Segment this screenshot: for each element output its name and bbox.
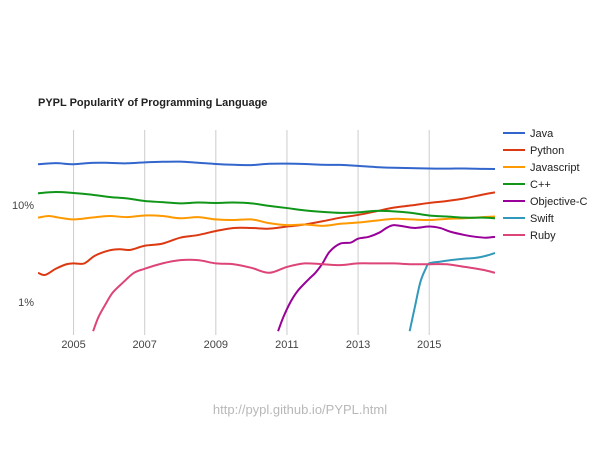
legend-label: Ruby (530, 230, 556, 242)
x-tick-label: 2011 (275, 339, 299, 351)
legend-label: Swift (530, 213, 554, 225)
series-line-python (38, 191, 495, 277)
series-line-ruby (92, 258, 495, 332)
series-line-javascript (38, 214, 495, 227)
footer-url[interactable]: http://pypl.github.io/PYPL.html (212, 402, 388, 417)
series-line-java (38, 160, 495, 171)
series-line-swift (408, 252, 495, 332)
series-line-objective-c (277, 224, 495, 332)
y-tick-label: 10% (12, 200, 34, 212)
legend-item-ruby[interactable]: Ruby (503, 230, 556, 242)
x-tick-label: 2005 (61, 339, 85, 351)
legend-item-java[interactable]: Java (503, 128, 554, 140)
x-tick-label: 2015 (417, 339, 441, 351)
legend-label: Objective-C (530, 196, 588, 208)
y-tick-label: 1% (18, 297, 34, 309)
x-tick-label: 2007 (132, 339, 156, 351)
legend-item-c[interactable]: C++ (503, 179, 551, 191)
legend-label: C++ (530, 179, 551, 191)
legend-item-python[interactable]: Python (503, 145, 564, 157)
x-tick-label: 2013 (346, 339, 370, 351)
legend-item-javascript[interactable]: Javascript (503, 162, 580, 174)
x-tick-label: 2009 (204, 339, 228, 351)
legend-item-swift[interactable]: Swift (503, 213, 554, 225)
chart-title: PYPL PopularitY of Programming Language (38, 97, 268, 109)
legend-label: Javascript (530, 162, 580, 174)
legend-label: Java (530, 128, 554, 140)
series-line-c (38, 191, 495, 220)
legend-label: Python (530, 145, 564, 157)
legend-item-objective-c[interactable]: Objective-C (503, 196, 588, 208)
